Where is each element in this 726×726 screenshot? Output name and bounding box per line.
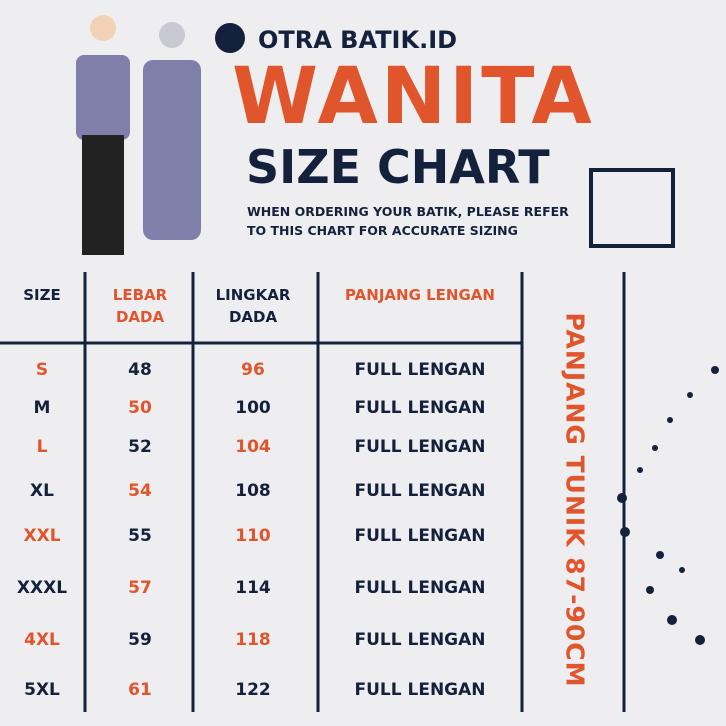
table-cell: 100 [235, 398, 271, 418]
table-cell: FULL LENGAN [354, 630, 486, 650]
table-cell: FULL LENGAN [354, 578, 486, 598]
table-cell: 108 [235, 481, 271, 501]
table-rules [0, 272, 626, 712]
table-cell: 50 [128, 398, 152, 418]
column-header: LINGKAR DADA [215, 286, 291, 326]
table-cell: 110 [235, 526, 271, 546]
table-cell: 118 [235, 630, 271, 650]
table-cell: FULL LENGAN [354, 398, 486, 418]
column-header: PANJANG LENGAN [345, 286, 495, 304]
table-cell: 4XL [24, 630, 60, 650]
table-cell: FULL LENGAN [354, 481, 486, 501]
table-cell: 52 [128, 437, 152, 457]
column-header: LEBAR DADA [112, 286, 168, 326]
table-cell: XL [30, 481, 54, 501]
table-cell: S [35, 360, 49, 380]
table-cell: 48 [128, 360, 152, 380]
illustration [76, 15, 201, 255]
table-cell: FULL LENGAN [354, 437, 486, 457]
table-cell: 61 [128, 680, 152, 700]
table-cell: 122 [235, 680, 271, 700]
table-cell: 5XL [24, 680, 60, 700]
table-cell: L [36, 437, 48, 457]
table-cell: XXXL [16, 578, 68, 598]
title: WANITA [232, 52, 595, 142]
dots [617, 366, 719, 645]
table-cell: 114 [235, 578, 271, 598]
column-header: SIZE [23, 286, 61, 304]
table-cell: FULL LENGAN [354, 360, 486, 380]
table-cell: 57 [128, 578, 152, 598]
note: WHEN ORDERING YOUR BATIK, PLEASE REFER T… [247, 204, 569, 238]
table-cell: 96 [241, 360, 265, 380]
side-note: PANJANG TUNIK 87-90CM [560, 312, 590, 688]
logo-dot [215, 23, 245, 53]
frame [589, 168, 675, 248]
subtitle: SIZE CHART [246, 140, 550, 194]
brand: OTRA BATIK.ID [258, 26, 458, 54]
table-cell: FULL LENGAN [354, 680, 486, 700]
table-cell: 55 [128, 526, 152, 546]
table-cell: M [33, 398, 51, 418]
table-cell: 59 [128, 630, 152, 650]
table-cell: XXL [23, 526, 61, 546]
table-cell: FULL LENGAN [354, 526, 486, 546]
table-cell: 104 [235, 437, 271, 457]
table-cell: 54 [128, 481, 152, 501]
